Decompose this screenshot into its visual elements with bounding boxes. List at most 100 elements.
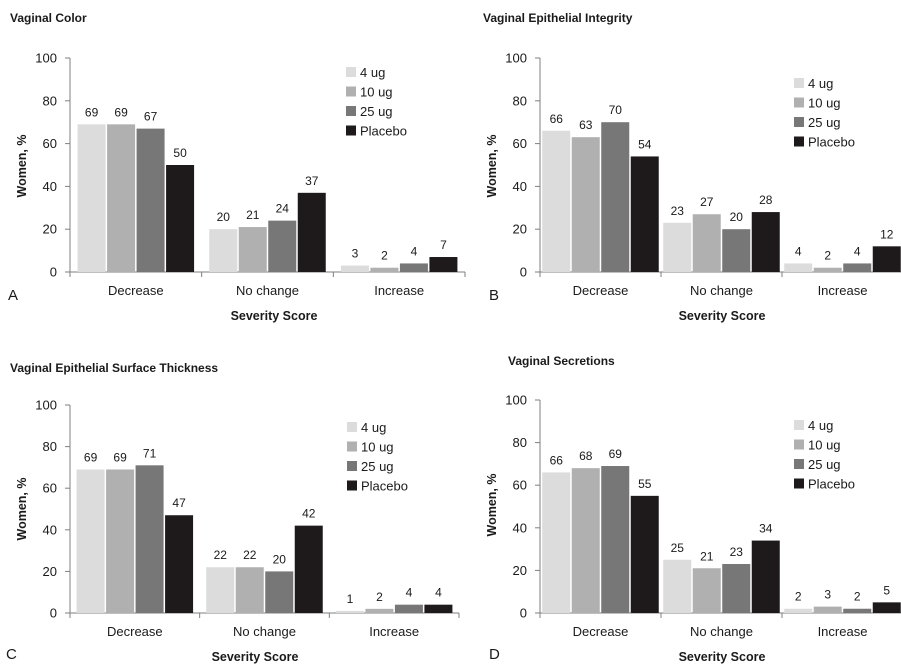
data-label: 47 xyxy=(172,496,186,510)
bar xyxy=(843,263,872,272)
panel-d: Vaginal Secretions Women, % Severity Sco… xyxy=(485,354,901,664)
data-label: 22 xyxy=(214,548,228,562)
plot-area: 0 20 40 60 80 100 Decrease No change Increase 66 2… xyxy=(505,393,901,639)
data-label: 68 xyxy=(579,449,593,463)
data-label: 12 xyxy=(880,227,894,241)
chart-title: Vaginal Color xyxy=(10,11,87,25)
x-axis-title: Severity Score xyxy=(231,309,318,323)
x-tick-label: Increase xyxy=(369,624,419,639)
legend-swatch xyxy=(346,125,356,136)
legend-swatch xyxy=(346,67,356,77)
x-tick-label: Increase xyxy=(818,624,868,639)
y-tick-label: 80 xyxy=(513,435,527,450)
data-label: 2 xyxy=(824,249,831,263)
x-tick-label: No change xyxy=(233,624,296,639)
legend-label: 25 ug xyxy=(808,457,841,472)
bar xyxy=(340,265,369,272)
bar xyxy=(542,472,571,613)
bar xyxy=(294,525,323,613)
legend-swatch xyxy=(794,478,804,489)
data-label: 69 xyxy=(114,105,128,119)
data-label: 71 xyxy=(143,446,157,460)
bar xyxy=(571,468,600,613)
bar xyxy=(630,156,659,272)
x-tick-label: Increase xyxy=(818,283,868,298)
data-label: 4 xyxy=(406,586,413,600)
x-tick-label: Decrease xyxy=(573,624,629,639)
data-label: 4 xyxy=(854,244,861,258)
bar xyxy=(238,227,267,272)
panel-letter: B xyxy=(489,287,499,304)
panel-a: Vaginal Color Women, % Severity Score A … xyxy=(8,11,466,323)
y-tick-label: 60 xyxy=(513,478,527,493)
legend-swatch xyxy=(794,439,804,450)
y-tick-label: 80 xyxy=(43,439,57,454)
data-label: 20 xyxy=(730,210,744,224)
y-tick-label: 100 xyxy=(505,393,527,408)
data-label: 69 xyxy=(113,450,127,464)
data-label: 4 xyxy=(795,244,802,258)
bar xyxy=(399,263,428,272)
legend-swatch xyxy=(794,78,804,88)
bar xyxy=(107,124,136,272)
data-label: 2 xyxy=(376,590,383,604)
data-label: 4 xyxy=(435,586,442,600)
y-tick-label: 60 xyxy=(43,136,57,151)
x-tick-label: Decrease xyxy=(107,624,163,639)
chart-title: Vaginal Secretions xyxy=(508,354,615,368)
x-tick-label: No change xyxy=(690,624,753,639)
y-tick-label: 0 xyxy=(50,265,57,280)
bar xyxy=(751,540,780,613)
bar xyxy=(784,608,813,613)
y-axis-title: Women, % xyxy=(15,478,29,541)
data-label: 1 xyxy=(347,592,354,606)
bar xyxy=(206,567,235,613)
y-tick-label: 60 xyxy=(43,481,57,496)
bar xyxy=(268,220,297,272)
data-label: 25 xyxy=(671,541,685,555)
data-label: 4 xyxy=(411,244,418,258)
plot-area: 0 20 40 60 80 100 Decrease No change Increase 69 2… xyxy=(35,51,466,298)
legend-label: 10 ug xyxy=(360,85,393,100)
bar xyxy=(601,466,630,613)
bar xyxy=(542,130,571,272)
chart-title: Vaginal Epithelial Surface Thickness xyxy=(10,361,218,375)
y-tick-label: 40 xyxy=(43,522,57,537)
bar xyxy=(209,229,238,272)
chart-title: Vaginal Epithelial Integrity xyxy=(483,11,633,25)
panel-c: Vaginal Epithelial Surface Thickness Wom… xyxy=(6,361,460,664)
y-tick-label: 0 xyxy=(520,265,527,280)
data-label: 2 xyxy=(381,249,388,263)
panel-letter: C xyxy=(6,646,17,663)
legend-swatch xyxy=(346,86,356,97)
data-label: 70 xyxy=(609,103,623,117)
data-label: 2 xyxy=(795,590,802,604)
data-label: 23 xyxy=(671,204,685,218)
bar xyxy=(235,567,264,613)
bar xyxy=(843,608,872,613)
bar xyxy=(166,165,195,272)
legend-label: Placebo xyxy=(808,477,855,492)
data-label: 42 xyxy=(302,507,316,521)
y-tick-label: 20 xyxy=(513,563,527,578)
bar xyxy=(722,229,751,272)
bar xyxy=(76,469,105,613)
y-tick-label: 100 xyxy=(35,51,57,66)
y-tick-label: 40 xyxy=(513,179,527,194)
legend-label: Placebo xyxy=(808,135,855,150)
data-label: 5 xyxy=(883,583,890,597)
x-axis-title: Severity Score xyxy=(679,650,766,664)
data-label: 69 xyxy=(84,450,98,464)
data-label: 21 xyxy=(700,549,714,563)
legend-label: 10 ug xyxy=(808,438,841,453)
bar xyxy=(297,192,326,272)
legend-swatch xyxy=(794,459,804,469)
data-label: 66 xyxy=(550,112,564,126)
data-label: 66 xyxy=(550,453,564,467)
legend-swatch xyxy=(346,106,356,116)
legend-label: 10 ug xyxy=(808,96,841,111)
data-label: 54 xyxy=(638,137,652,151)
bar xyxy=(601,122,630,272)
legend-swatch xyxy=(794,420,804,430)
